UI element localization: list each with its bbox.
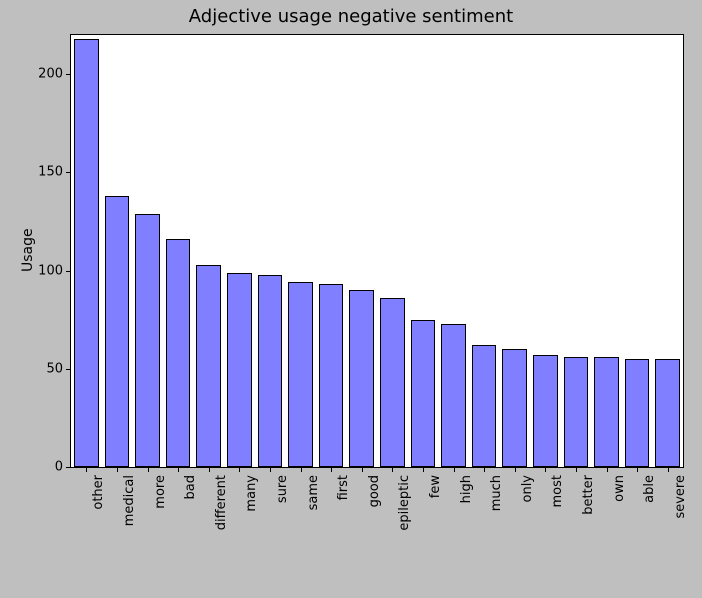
xtick-mark [637,467,638,472]
xtick-label: sure [275,475,290,503]
xtick-label: good [367,475,382,507]
bar [288,282,312,467]
xtick-label: most [550,475,565,508]
xtick-label: same [306,475,321,510]
ytick-mark [66,74,71,75]
xtick-mark [178,467,179,472]
bar [625,359,649,467]
ytick-label: 50 [46,361,63,376]
xtick-mark [362,467,363,472]
y-axis-label: Usage [20,228,36,272]
xtick-mark [301,467,302,472]
ytick-label: 150 [38,165,63,180]
xtick-mark [515,467,516,472]
xtick-label: only [520,475,535,503]
xtick-mark [545,467,546,472]
bar [472,345,496,467]
bar [227,273,251,467]
chart-title: Adjective usage negative sentiment [0,6,702,27]
bar [105,196,129,467]
xtick-label: more [153,475,168,509]
xtick-mark [392,467,393,472]
xtick-mark [423,467,424,472]
bar [594,357,618,467]
ytick-label: 200 [38,67,63,82]
bar [441,324,465,467]
xtick-label: epileptic [397,475,412,531]
ytick-mark [66,467,71,468]
ytick-mark [66,172,71,173]
ytick-label: 0 [55,460,63,475]
xtick-mark [668,467,669,472]
bar [502,349,526,467]
xtick-mark [454,467,455,472]
bar [655,359,679,467]
xtick-label: different [214,475,229,530]
plot-area: 050100150200othermedicalmorebaddifferent… [70,34,684,468]
xtick-label: own [612,475,627,502]
xtick-mark [484,467,485,472]
xtick-mark [270,467,271,472]
xtick-label: high [459,475,474,503]
bar [196,265,220,467]
bar [166,239,190,467]
bar [135,214,159,467]
xtick-mark [148,467,149,472]
xtick-label: much [489,475,504,511]
bar [74,39,98,467]
xtick-mark [239,467,240,472]
xtick-label: other [91,475,106,510]
xtick-label: better [581,475,596,515]
bar [258,275,282,467]
bar [533,355,557,467]
ytick-label: 100 [38,263,63,278]
xtick-label: medical [122,475,137,526]
bar [411,320,435,467]
xtick-label: first [336,475,351,500]
xtick-label: many [244,475,259,512]
xtick-mark [576,467,577,472]
xtick-mark [331,467,332,472]
xtick-mark [607,467,608,472]
xtick-mark [117,467,118,472]
bar [319,284,343,467]
ytick-mark [66,369,71,370]
bar [349,290,373,467]
xtick-label: severe [673,475,688,519]
xtick-label: bad [183,475,198,499]
xtick-label: able [642,475,657,503]
bar [564,357,588,467]
ytick-mark [66,271,71,272]
xtick-label: few [428,475,443,498]
xtick-mark [86,467,87,472]
bar [380,298,404,467]
xtick-mark [209,467,210,472]
